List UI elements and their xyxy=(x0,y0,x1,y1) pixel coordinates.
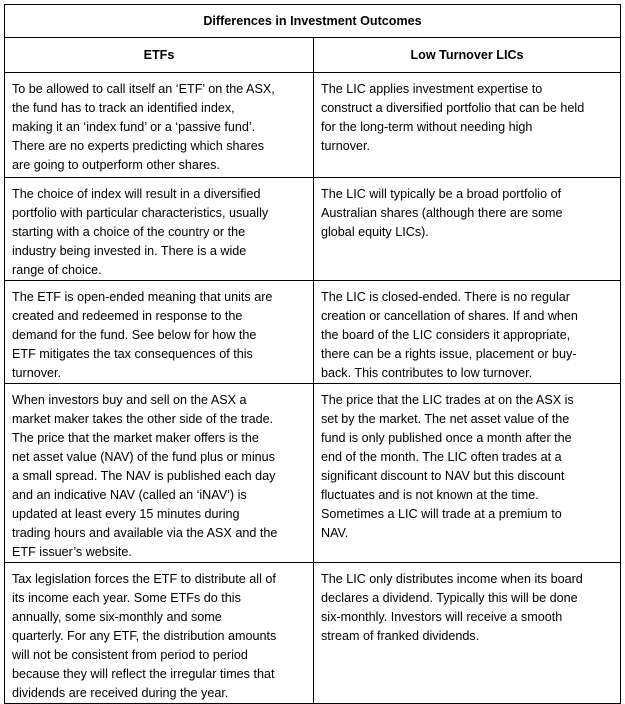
cell-text-line: set by the market. The net asset value o… xyxy=(321,412,570,426)
cell-text-line: The LIC will typically be a broad portfo… xyxy=(321,187,562,201)
cell-text-line: six-monthly. Investors will receive a sm… xyxy=(321,610,563,624)
cell-text-line: because they will reflect the irregular … xyxy=(12,667,275,681)
lic-cell: The LIC will typically be a broad portfo… xyxy=(313,177,621,281)
cell-text-line: The price that the LIC trades at on the … xyxy=(321,393,574,407)
table-row: When investors buy and sell on the ASX a… xyxy=(4,383,621,563)
cell-text-line: demand for the fund. See below for how t… xyxy=(12,328,257,342)
cell-text-line: for the long-term without needing high xyxy=(321,120,533,134)
cell-text-line: The LIC only distributes income when its… xyxy=(321,572,583,586)
cell-text-line: back. This contributes to low turnover. xyxy=(321,366,533,380)
header-etfs: ETFs xyxy=(4,37,314,73)
cell-text-line: trading hours and available via the ASX … xyxy=(12,526,278,540)
cell-text-line: construct a diversified portfolio that c… xyxy=(321,101,585,115)
lic-cell: The LIC only distributes income when its… xyxy=(313,562,621,704)
cell-text-line: the fund has to track an identified inde… xyxy=(12,101,235,115)
etf-cell: When investors buy and sell on the ASX a… xyxy=(4,383,314,563)
cell-text-line: The choice of index will result in a div… xyxy=(12,187,261,201)
cell-text-line: Australian shares (although there are so… xyxy=(321,206,563,220)
etf-cell: The ETF is open-ended meaning that units… xyxy=(4,280,314,384)
table-title: Differences in Investment Outcomes xyxy=(4,4,621,38)
lic-cell: The price that the LIC trades at on the … xyxy=(313,383,621,563)
cell-text-line: industry being invested in. There is a w… xyxy=(12,244,247,258)
cell-text-line: declares a dividend. Typically this will… xyxy=(321,591,578,605)
cell-text-line: range of choice. xyxy=(12,263,102,277)
cell-text-line: are going to outperform other shares. xyxy=(12,158,220,172)
cell-text-line: stream of franked dividends. xyxy=(321,629,480,643)
comparison-table: Differences in Investment Outcomes ETFs … xyxy=(4,4,621,704)
cell-text-line: portfolio with particular characteristic… xyxy=(12,206,269,220)
header-lics: Low Turnover LICs xyxy=(313,37,621,73)
etf-cell: To be allowed to call itself an ‘ETF’ on… xyxy=(4,72,314,178)
cell-text-line: The ETF is open-ended meaning that units… xyxy=(12,290,273,304)
cell-text-line: updated at least every 15 minutes during xyxy=(12,507,240,521)
etf-cell: Tax legislation forces the ETF to distri… xyxy=(4,562,314,704)
cell-text-line: To be allowed to call itself an ‘ETF’ on… xyxy=(12,82,275,96)
cell-text-line: starting with a choice of the country or… xyxy=(12,225,246,239)
table-row: The choice of index will result in a div… xyxy=(4,177,621,281)
cell-text-line: end of the month. The LIC often trades a… xyxy=(321,450,562,464)
cell-text-line: The price that the market maker offers i… xyxy=(12,431,259,445)
cell-text-line: global equity LICs). xyxy=(321,225,429,239)
cell-text-line: The LIC is closed-ended. There is no reg… xyxy=(321,290,570,304)
lic-cell: The LIC applies investment expertise to c… xyxy=(313,72,621,178)
cell-text-line: a small spread. The NAV is published eac… xyxy=(12,469,276,483)
cell-text-line: fund is only published once a month afte… xyxy=(321,431,572,445)
cell-text-line: significant discount to NAV but this dis… xyxy=(321,469,565,483)
cell-text-line: and an indicative NAV (called an ‘iNAV’)… xyxy=(12,488,247,502)
cell-text-line: dividends are received during the year. xyxy=(12,686,229,700)
cell-text-line: creation or cancellation of shares. If a… xyxy=(321,309,578,323)
cell-text-line: annually, some six-monthly and some xyxy=(12,610,222,624)
cell-text-line: Sometimes a LIC will trade at a premium … xyxy=(321,507,562,521)
cell-text-line: market maker takes the other side of the… xyxy=(12,412,274,426)
lic-cell: The LIC is closed-ended. There is no reg… xyxy=(313,280,621,384)
table-row: The ETF is open-ended meaning that units… xyxy=(4,280,621,384)
cell-text-line: net asset value (NAV) of the fund plus o… xyxy=(12,450,275,464)
cell-text-line: its income each year. Some ETFs do this xyxy=(12,591,241,605)
cell-text-line: Tax legislation forces the ETF to distri… xyxy=(12,572,276,586)
table-row: Tax legislation forces the ETF to distri… xyxy=(4,562,621,704)
cell-text-line: will not be consistent from period to pe… xyxy=(12,648,248,662)
cell-text-line: created and redeemed in response to the xyxy=(12,309,243,323)
cell-text-line: there can be a rights issue, placement o… xyxy=(321,347,577,361)
etf-cell: The choice of index will result in a div… xyxy=(4,177,314,281)
table-row: To be allowed to call itself an ‘ETF’ on… xyxy=(4,72,621,178)
cell-text-line: When investors buy and sell on the ASX a xyxy=(12,393,247,407)
cell-text-line: quarterly. For any ETF, the distribution… xyxy=(12,629,277,643)
cell-text-line: ETF mitigates the tax consequences of th… xyxy=(12,347,253,361)
cell-text-line: fluctuates and is not known at the time. xyxy=(321,488,539,502)
cell-text-line: The LIC applies investment expertise to xyxy=(321,82,543,96)
cell-text-line: NAV. xyxy=(321,526,349,540)
cell-text-line: ETF issuer’s website. xyxy=(12,545,132,559)
cell-text-line: the board of the LIC considers it approp… xyxy=(321,328,571,342)
cell-text-line: making it an ‘index fund’ or a ‘passive … xyxy=(12,120,256,134)
cell-text-line: turnover. xyxy=(12,366,62,380)
cell-text-line: There are no experts predicting which sh… xyxy=(12,139,265,153)
cell-text-line: turnover. xyxy=(321,139,371,153)
